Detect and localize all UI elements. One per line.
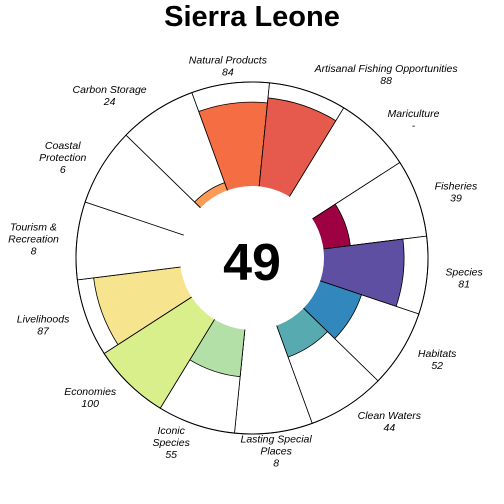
center-score: 49: [223, 234, 281, 292]
outer-ring: [75, 81, 429, 435]
label-mariculture: Mariculture -: [388, 108, 440, 132]
label-habitats: Habitats 52: [418, 348, 457, 372]
label-species: Species 81: [445, 266, 483, 290]
label-livelihoods: Livelihoods 87: [17, 313, 70, 337]
petal-layer: [75, 81, 429, 435]
label-lasting-special-places: Lasting Special Places 8: [241, 433, 313, 469]
label-artisanal-fishing-opportunities: Artisanal Fishing Opportunities 88: [314, 63, 459, 87]
chart-title: Sierra Leone: [164, 1, 340, 33]
label-layer: Natural Products 84 Artisanal Fishing Oppo…: [8, 55, 483, 470]
label-coastal-protection: Coastal Protection 6: [39, 140, 86, 176]
label-iconic-species: Iconic Species 55: [152, 425, 190, 461]
center-circle: [180, 186, 324, 330]
label-carbon-storage: Carbon Storage 24: [73, 84, 147, 108]
label-tourism-and-recreation: Tourism & Recreation 8: [8, 222, 59, 258]
label-economies: Economies 100: [64, 386, 117, 410]
label-fisheries: Fisheries 39: [435, 181, 478, 205]
label-natural-products: Natural Products 84: [189, 55, 268, 79]
label-clean-waters: Clean Waters 44: [358, 410, 422, 434]
